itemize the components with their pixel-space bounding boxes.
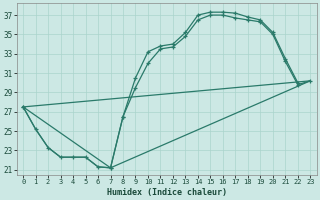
X-axis label: Humidex (Indice chaleur): Humidex (Indice chaleur): [107, 188, 227, 197]
